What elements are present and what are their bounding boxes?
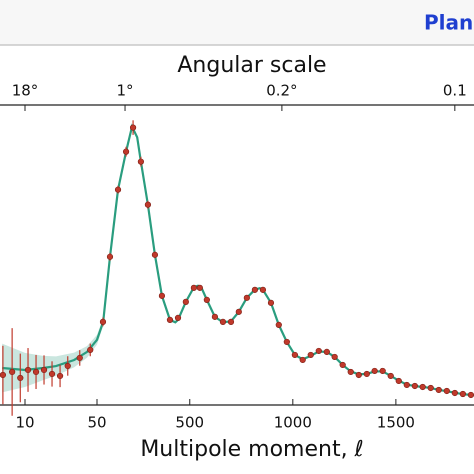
data-point bbox=[40, 366, 48, 374]
data-point bbox=[9, 368, 16, 376]
data-point bbox=[467, 391, 474, 399]
data-point bbox=[379, 367, 386, 375]
data-point bbox=[114, 186, 122, 193]
x-tick-label: 500 bbox=[175, 414, 204, 432]
data-point bbox=[291, 351, 298, 359]
data-point bbox=[190, 284, 197, 291]
top-x-tick-label: 1° bbox=[117, 82, 134, 100]
data-point bbox=[182, 298, 189, 305]
data-point bbox=[129, 124, 137, 131]
top-x-tick-label: 18° bbox=[12, 82, 39, 100]
data-point bbox=[106, 253, 114, 260]
data-point bbox=[99, 318, 107, 325]
data-point bbox=[459, 390, 466, 398]
x-tick-label: 50 bbox=[87, 414, 106, 432]
header-title: Plan bbox=[424, 11, 473, 35]
data-point bbox=[419, 383, 426, 391]
data-point bbox=[196, 284, 203, 291]
data-point bbox=[32, 368, 40, 376]
data-point bbox=[315, 347, 322, 355]
data-point bbox=[283, 338, 290, 346]
data-point bbox=[411, 382, 418, 390]
data-point bbox=[17, 374, 24, 382]
data-point bbox=[144, 201, 152, 208]
data-point bbox=[331, 353, 338, 361]
data-point bbox=[211, 313, 219, 320]
x-axis-label: Multipole moment, ℓ bbox=[140, 437, 363, 462]
data-point bbox=[347, 368, 354, 376]
data-point bbox=[259, 286, 267, 293]
data-point bbox=[323, 348, 330, 356]
data-point bbox=[363, 370, 370, 378]
x-tick-label: 1500 bbox=[377, 414, 415, 432]
data-point bbox=[203, 296, 210, 303]
data-point bbox=[395, 377, 402, 385]
data-point bbox=[307, 351, 314, 359]
top-x-tick-label: 0.2° bbox=[266, 82, 297, 100]
data-point bbox=[64, 362, 71, 370]
model-band bbox=[2, 126, 474, 396]
data-point bbox=[56, 372, 64, 380]
data-point bbox=[24, 366, 32, 374]
top-x-tick-label: 0.1 bbox=[443, 82, 467, 100]
top-axis-label: Angular scale bbox=[177, 53, 326, 78]
data-point bbox=[76, 354, 83, 362]
data-point bbox=[219, 318, 227, 325]
data-point bbox=[371, 367, 378, 375]
data-point bbox=[435, 386, 442, 394]
data-point bbox=[275, 321, 282, 328]
data-point bbox=[267, 299, 275, 306]
data-point bbox=[166, 316, 174, 323]
data-point bbox=[0, 371, 6, 379]
data-point bbox=[87, 346, 94, 354]
data-point bbox=[137, 158, 145, 165]
data-point bbox=[227, 318, 235, 325]
data-point bbox=[339, 361, 346, 369]
data-point bbox=[122, 148, 130, 155]
data-point bbox=[403, 381, 410, 389]
data-point bbox=[299, 356, 306, 364]
data-point bbox=[451, 389, 458, 397]
data-point bbox=[443, 387, 450, 395]
data-point bbox=[251, 286, 258, 293]
data-point bbox=[158, 292, 166, 299]
data-point bbox=[387, 372, 394, 380]
data-point bbox=[427, 384, 434, 392]
x-tick-label: 1000 bbox=[274, 414, 312, 432]
data-point bbox=[151, 251, 159, 258]
x-tick-label: 10 bbox=[15, 414, 34, 432]
data-point bbox=[243, 294, 250, 301]
header-bar bbox=[0, 0, 474, 45]
data-point bbox=[355, 371, 362, 379]
data-point bbox=[235, 308, 242, 315]
data-point bbox=[174, 314, 182, 321]
data-point bbox=[48, 370, 56, 378]
